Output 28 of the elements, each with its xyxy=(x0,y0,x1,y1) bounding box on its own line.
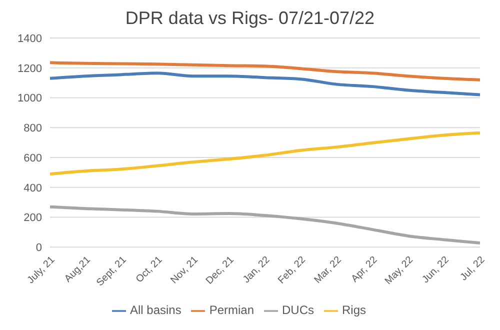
legend-label: DUCs xyxy=(282,303,314,318)
legend-label: Permian xyxy=(209,303,254,318)
legend-label: All basins xyxy=(130,303,182,318)
line-series xyxy=(48,61,482,82)
y-tick-label: 1200 xyxy=(18,62,42,75)
x-tick-label: Jul, 22 xyxy=(458,254,488,284)
line-series xyxy=(48,72,482,96)
x-tick-label: Jun, 22 xyxy=(420,254,452,286)
y-tick-label: 400 xyxy=(24,182,42,194)
y-tick-label: 800 xyxy=(24,122,42,135)
x-tick-label: Dec, 21 xyxy=(204,254,237,287)
x-tick-label: July, 21 xyxy=(26,254,58,286)
x-tick-label: May, 22 xyxy=(383,254,416,287)
y-tick-label: 0 xyxy=(36,242,42,254)
x-tick-label: Apr, 22 xyxy=(349,254,380,285)
legend-label: Rigs xyxy=(342,303,366,318)
x-tick-label: Mar, 22 xyxy=(312,254,344,286)
x-tick-label: Jan, 22 xyxy=(241,254,272,286)
y-tick-label: 1000 xyxy=(18,92,42,105)
x-tick-label: Feb, 22 xyxy=(276,254,308,286)
x-tick-label: Nov, 21 xyxy=(168,254,201,286)
chart-title: DPR data vs Rigs- 07/21-07/22 xyxy=(124,8,376,30)
y-tick-label: 600 xyxy=(24,152,42,164)
line-series xyxy=(48,205,482,244)
x-tick-label: Oct, 21 xyxy=(134,254,165,286)
y-tick-label: 200 xyxy=(24,212,42,224)
y-tick-label: 1400 xyxy=(18,32,42,45)
line-series xyxy=(48,131,482,176)
